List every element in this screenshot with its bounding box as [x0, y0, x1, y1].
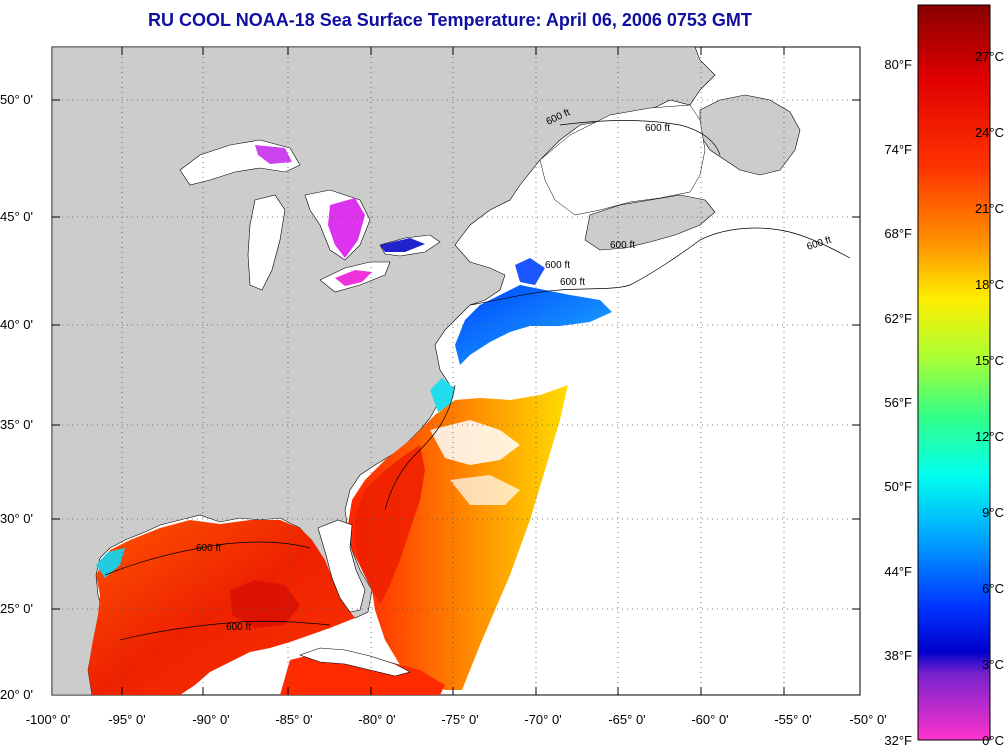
cb-c-label: 6°C: [982, 581, 1004, 596]
lon-label: -95° 0': [108, 712, 145, 727]
lat-label: 45° 0': [0, 209, 33, 224]
colorbar-c-labels: 27°C 24°C 21°C 18°C 15°C 12°C 9°C 6°C 3°…: [975, 49, 1004, 748]
lon-label: -100° 0': [26, 712, 71, 727]
cloud-patch-1: [430, 420, 520, 465]
lon-label: -80° 0': [358, 712, 395, 727]
cb-c-label: 24°C: [975, 125, 1004, 140]
cb-c-label: 9°C: [982, 505, 1004, 520]
cb-f-label: 56°F: [884, 395, 912, 410]
depth-contours: [104, 120, 851, 641]
cb-c-label: 12°C: [975, 429, 1004, 444]
lon-label: -55° 0': [774, 712, 811, 727]
land-florida: [317, 519, 366, 613]
cb-c-label: 21°C: [975, 201, 1004, 216]
lat-label: 35° 0': [0, 417, 33, 432]
lon-label: -60° 0': [691, 712, 728, 727]
cb-f-label: 32°F: [884, 733, 912, 748]
cb-f-label: 38°F: [884, 648, 912, 663]
cb-f-label: 74°F: [884, 142, 912, 157]
cb-f-label: 68°F: [884, 226, 912, 241]
cb-f-label: 80°F: [884, 57, 912, 72]
land-cuba: [299, 647, 411, 677]
sst-gulf-of-mexico: [88, 520, 355, 695]
colorbar-f-labels: 80°F 74°F 68°F 62°F 56°F 50°F 44°F 38°F …: [884, 57, 912, 748]
land-nova-scotia: [584, 194, 716, 251]
cb-f-label: 62°F: [884, 311, 912, 326]
lon-label: -50° 0': [849, 712, 886, 727]
contour-label: 600 ft: [545, 260, 570, 271]
colorbar: [917, 4, 991, 741]
sst-lake-superior-cold: [255, 145, 292, 164]
cb-c-label: 0°C: [982, 733, 1004, 748]
lat-label: 30° 0': [0, 511, 33, 526]
cb-c-label: 18°C: [975, 277, 1004, 292]
cb-f-label: 50°F: [884, 479, 912, 494]
lat-label: 40° 0': [0, 317, 33, 332]
sst-gulf-stream-core: [355, 445, 425, 605]
cloud-band: [450, 365, 568, 398]
lat-label: 25° 0': [0, 601, 33, 616]
sst-gulf-of-maine: [515, 258, 545, 285]
cb-f-label: 44°F: [884, 564, 912, 579]
gulf-st-lawrence: [539, 104, 706, 216]
longitude-labels: -100° 0' -95° 0' -90° 0' -85° 0' -80° 0'…: [26, 712, 887, 727]
lon-label: -70° 0': [524, 712, 561, 727]
cloud-patch-2: [450, 475, 520, 505]
cb-c-label: 15°C: [975, 353, 1004, 368]
sst-gulf-loop: [230, 580, 300, 628]
sst-lake-ontario-cold: [380, 238, 425, 252]
sst-cyan-fringe: [430, 378, 455, 412]
land-newfoundland: [699, 94, 801, 176]
lon-label: -75° 0': [441, 712, 478, 727]
sst-northeast-shelf: [455, 285, 612, 365]
sst-lake-michigan-cold: [328, 198, 365, 258]
cb-c-label: 3°C: [982, 657, 1004, 672]
lon-label: -65° 0': [608, 712, 645, 727]
contour-label: 600 ft: [226, 622, 251, 633]
map-title: RU COOL NOAA-18 Sea Surface Temperature:…: [148, 10, 752, 30]
contour-label: 600 ft: [645, 123, 670, 134]
latitude-labels: 50° 0' 45° 0' 40° 0' 35° 0' 30° 0' 25° 0…: [0, 92, 33, 702]
cb-c-label: 27°C: [975, 49, 1004, 64]
lon-label: -85° 0': [275, 712, 312, 727]
contour-label: 600 ft: [196, 543, 221, 554]
sst-gulf-cyan-coast: [96, 548, 125, 578]
lon-label: -90° 0': [192, 712, 229, 727]
lake-michigan: [247, 194, 286, 291]
graticule: [52, 47, 860, 695]
frame-ticks: [52, 47, 860, 695]
sst-lake-erie-cold: [335, 270, 372, 286]
contour-label: 600 ft: [610, 240, 635, 251]
lat-label: 50° 0': [0, 92, 33, 107]
contour-label: 600 ft: [560, 277, 585, 288]
lat-label: 20° 0': [0, 687, 33, 702]
